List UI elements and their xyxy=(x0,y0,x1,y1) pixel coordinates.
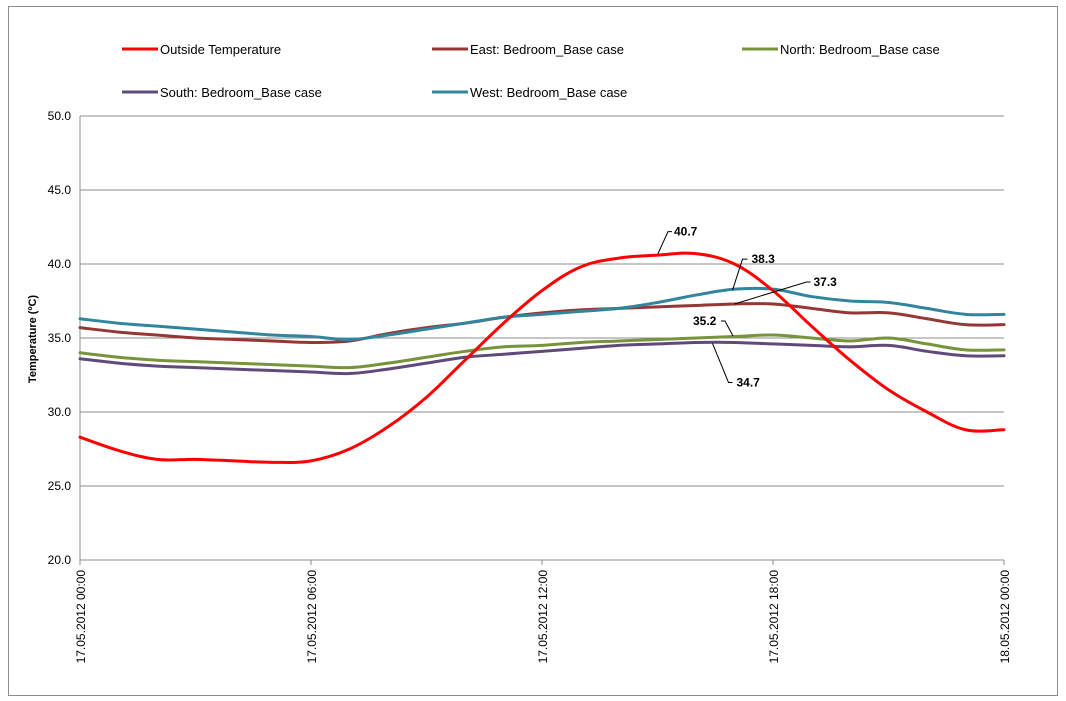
x-tick-label: 17.05.2012 06:00 xyxy=(305,570,319,664)
y-tick-label: 50.0 xyxy=(48,109,72,123)
x-tick-label: 17.05.2012 00:00 xyxy=(74,570,88,664)
annotation-leader xyxy=(712,343,733,383)
series-line-west-bedroom-base-case xyxy=(78,286,1006,341)
y-axis-label: Temperature (ºC) xyxy=(27,295,39,383)
series-lines xyxy=(78,251,1006,464)
series-line-south-bedroom-base-case xyxy=(78,340,1006,376)
y-tick-label: 30.0 xyxy=(48,405,72,419)
data-label: 37.3 xyxy=(814,275,838,289)
legend-entry-label: Outside Temperature xyxy=(160,42,281,57)
axes: 20.0 25.0 30.0 35.0 40.0 45.0 50.0 17.05.2012 0… xyxy=(48,109,1012,663)
legend-entry-label: East: Bedroom_Base case xyxy=(470,42,624,57)
legend-entry-label: North: Bedroom_Base case xyxy=(780,42,940,57)
x-tick-label: 17.05.2012 18:00 xyxy=(767,570,781,664)
data-label: 34.7 xyxy=(737,375,761,389)
legend: Outside Temperature East: Bedroom_Base ca… xyxy=(122,42,940,100)
gridlines xyxy=(80,115,1004,561)
series-line-outside-temperature xyxy=(78,251,1006,464)
data-label: 35.2 xyxy=(693,314,717,328)
annotation-leader xyxy=(721,320,734,337)
annotation-leader xyxy=(732,258,748,291)
legend-entry-label: West: Bedroom_Base case xyxy=(470,85,627,100)
y-tick-label: 45.0 xyxy=(48,183,72,197)
y-tick-label: 25.0 xyxy=(48,479,72,493)
annotation-leader xyxy=(734,281,811,305)
x-tick-label: 17.05.2012 12:00 xyxy=(536,570,550,664)
y-tick-label: 20.0 xyxy=(48,553,72,567)
data-labels: 40.7 38.3 37.3 35.2 34.7 xyxy=(657,225,838,389)
y-tick-label: 35.0 xyxy=(48,331,72,345)
series-line-east-bedroom-base-case xyxy=(78,302,1006,344)
x-tick-label: 18.05.2012 00:00 xyxy=(998,570,1012,664)
data-label: 40.7 xyxy=(674,225,698,239)
annotation-leader xyxy=(657,231,672,254)
data-label: 38.3 xyxy=(752,252,776,266)
y-tick-label: 40.0 xyxy=(48,257,72,271)
series-line-north-bedroom-base-case xyxy=(78,333,1006,370)
legend-entry-label: South: Bedroom_Base case xyxy=(160,85,322,100)
